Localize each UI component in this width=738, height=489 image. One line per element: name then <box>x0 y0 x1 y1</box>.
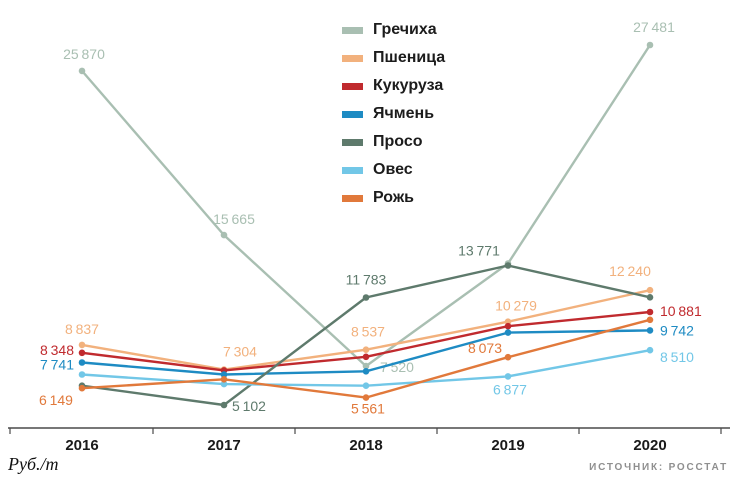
x-axis-label-2016: 2016 <box>65 437 98 454</box>
x-axis-label-2019: 2019 <box>491 437 524 454</box>
legend-swatch-buckwheat <box>342 26 363 34</box>
point-corn-2018 <box>362 353 370 361</box>
point-wheat-2020 <box>646 286 654 294</box>
legend-item-oats: Овес <box>342 160 445 180</box>
legend-item-buckwheat: Гречиха <box>342 20 445 40</box>
value-label-wheat-2016: 8 837 <box>65 321 99 337</box>
value-label-wheat-2019: 10 279 <box>495 298 537 314</box>
value-label-buckwheat-2018: 7 520 <box>380 359 414 375</box>
point-oats-2018 <box>362 382 370 390</box>
point-barley-2019 <box>504 329 512 336</box>
point-wheat-2016 <box>78 341 86 349</box>
point-corn-2016 <box>78 349 86 357</box>
chart-legend: Гречиха Пшеница Кукуруза Ячмень Просо Овес Рож… <box>342 20 445 208</box>
point-millet-2018 <box>362 294 370 301</box>
value-label-buckwheat-2020: 27 481 <box>633 19 675 35</box>
legend-label-corn: Кукуруза <box>373 77 444 94</box>
y-axis-unit-label: Руб./т <box>8 454 59 474</box>
value-label-rye-2018: 5 561 <box>351 401 385 417</box>
value-label-wheat-2018: 8 537 <box>351 324 385 340</box>
legend-item-wheat: Пшеница <box>342 48 445 68</box>
point-corn-2019 <box>504 322 512 330</box>
value-label-oats-2019: 6 877 <box>493 381 527 397</box>
point-rye-2020 <box>646 316 654 324</box>
value-label-millet-2018: 11 783 <box>346 272 387 288</box>
point-oats-2016 <box>78 371 86 378</box>
point-barley-2016 <box>78 359 86 366</box>
legend-swatch-millet <box>342 138 363 146</box>
legend-item-corn: Кукуруза <box>342 76 445 96</box>
point-barley-2018 <box>362 368 370 375</box>
value-label-rye-2019: 8 073 <box>468 340 502 356</box>
legend-swatch-barley <box>342 110 363 118</box>
legend-item-barley: Ячмень <box>342 104 445 124</box>
legend-item-rye: Рожь <box>342 188 445 208</box>
point-millet-2019 <box>504 262 512 269</box>
legend-label-rye: Рожь <box>373 189 415 206</box>
x-axis-label-2018: 2018 <box>349 437 382 454</box>
point-barley-2020 <box>646 327 654 334</box>
point-oats-2017 <box>220 380 228 388</box>
point-rye-2019 <box>504 353 512 361</box>
point-barley-2017 <box>220 371 228 378</box>
legend-swatch-corn <box>342 82 363 90</box>
value-label-barley-2020: 9 742 <box>660 322 694 338</box>
x-axis-label-2020: 2020 <box>633 437 666 454</box>
legend-swatch-rye <box>342 194 363 202</box>
value-label-rye-2016: 6 149 <box>39 392 73 408</box>
point-corn-2020 <box>646 308 654 316</box>
legend-label-millet: Просо <box>373 133 423 150</box>
legend-swatch-oats <box>342 166 363 174</box>
point-buckwheat-2020 <box>646 41 654 49</box>
value-label-corn-2016: 8 348 <box>40 342 74 358</box>
value-label-oats-2020: 8 510 <box>660 349 694 365</box>
point-rye-2018 <box>362 394 370 401</box>
point-rye-2016 <box>78 384 86 392</box>
value-label-corn-2020: 10 881 <box>660 303 702 319</box>
legend-swatch-wheat <box>342 54 363 62</box>
value-label-millet-2017: 5 102 <box>232 398 266 414</box>
legend-label-wheat: Пшеница <box>373 49 446 66</box>
value-label-millet-2019: 13 771 <box>458 243 500 259</box>
legend-label-buckwheat: Гречиха <box>373 21 437 38</box>
point-rye-2017 <box>220 376 228 383</box>
x-axis-label-2017: 2017 <box>207 437 240 454</box>
legend-item-millet: Просо <box>342 132 445 152</box>
point-wheat-2018 <box>362 346 370 354</box>
point-buckwheat-2018 <box>362 362 370 370</box>
value-label-buckwheat-2016: 25 870 <box>63 46 105 62</box>
point-oats-2020 <box>646 346 654 354</box>
point-millet-2020 <box>646 294 654 301</box>
point-millet-2017 <box>220 401 228 409</box>
value-label-buckwheat-2017: 15 665 <box>213 211 255 227</box>
value-label-barley-2016: 7 741 <box>40 357 74 373</box>
source-attribution: ИСТОЧНИК: РОССТАТ <box>589 462 728 473</box>
value-label-wheat-2017: 7 304 <box>223 344 257 360</box>
point-buckwheat-2017 <box>220 231 228 239</box>
legend-label-barley: Ячмень <box>373 105 435 122</box>
value-label-wheat-2020: 12 240 <box>609 263 651 279</box>
point-buckwheat-2016 <box>78 67 86 75</box>
point-oats-2019 <box>504 373 512 380</box>
legend-label-oats: Овес <box>373 161 413 178</box>
